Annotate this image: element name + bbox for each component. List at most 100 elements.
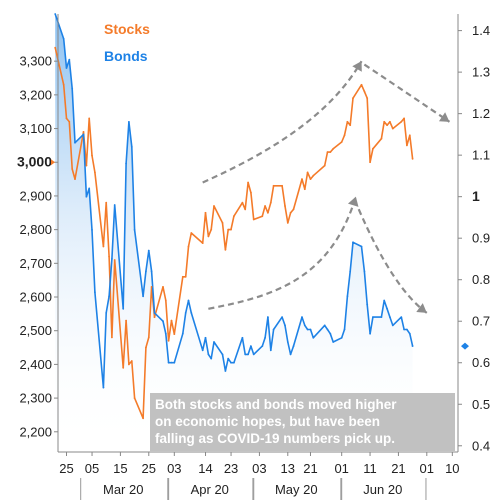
stocks-point [82, 131, 85, 133]
stocks-point [85, 164, 88, 167]
stocks-point [306, 171, 309, 174]
stocks-point [329, 151, 332, 154]
bonds-point [306, 328, 309, 331]
bonds-point [142, 295, 145, 298]
bonds-point [91, 229, 93, 231]
right-tick-label: 0.9 [472, 231, 490, 246]
bonds-point [366, 303, 369, 306]
bonds-point [343, 328, 346, 331]
stocks-point [289, 211, 292, 214]
stocks-point [408, 134, 411, 137]
annotation-line-3: falling as COVID-19 numbers pick up. [155, 431, 395, 446]
bonds-point [221, 353, 224, 356]
left-tick-label: 2,600 [19, 290, 52, 305]
bonds-point [241, 336, 244, 339]
stocks-point [286, 222, 289, 224]
bonds-point [190, 312, 193, 314]
bonds-point [329, 332, 332, 335]
legend-bonds: Bonds [104, 48, 148, 64]
x-tick-label: 03 [252, 461, 266, 476]
bonds-point [111, 258, 113, 260]
x-tick-label: 21 [391, 461, 405, 476]
bonds-point [380, 316, 383, 318]
bonds-point [127, 121, 130, 123]
stocks-point [167, 339, 170, 342]
stocks-point [301, 178, 303, 181]
stocks-marker-icon [51, 159, 55, 166]
stocks-point [201, 242, 204, 245]
stocks-point [184, 275, 187, 278]
x-tick-label: 01 [420, 461, 434, 476]
stocks-point [326, 151, 329, 154]
left-tick-label: 2,400 [19, 357, 52, 372]
bonds-point [389, 316, 391, 318]
bonds-point [94, 291, 96, 294]
arrowhead-icon [416, 303, 427, 313]
x-tick-label: 11 [363, 461, 377, 476]
bonds-point [346, 295, 349, 298]
x-tick-label: 01 [334, 461, 348, 476]
bonds-point [292, 345, 295, 347]
stocks-point [332, 147, 335, 150]
bonds-point [281, 316, 283, 318]
stocks-point [105, 201, 108, 204]
bonds-point [230, 361, 232, 364]
bonds-point [167, 361, 170, 364]
stocks-point [230, 228, 232, 231]
right-tick-label: 0.7 [472, 314, 490, 329]
stocks-point [187, 245, 190, 248]
stocks-point [54, 46, 57, 49]
bonds-point [153, 312, 156, 314]
bonds-point [88, 187, 91, 190]
bonds-point [269, 349, 272, 352]
bonds-point [130, 146, 133, 148]
bonds-point [408, 332, 411, 335]
x-tick-label: 25 [59, 461, 73, 476]
bonds-point [204, 336, 207, 339]
right-tick-label: 1.4 [472, 23, 490, 38]
bonds-point [383, 299, 386, 302]
stocks-point [380, 137, 383, 140]
legend-stocks: Stocks [104, 21, 150, 37]
bonds-point [82, 133, 85, 136]
bonds-point [403, 328, 405, 331]
stocks-point [346, 120, 349, 123]
stocks-point [153, 316, 156, 319]
stocks-point [62, 83, 65, 86]
bonds-point [62, 38, 65, 40]
bonds-point [113, 204, 116, 206]
stocks-point [111, 336, 113, 339]
stocks-point [309, 178, 312, 181]
stocks-point [221, 222, 224, 224]
stocks-point [147, 336, 150, 339]
bonds-point [391, 324, 394, 327]
annotation-line-2: on economic hopes, but have been [155, 414, 380, 429]
bonds-point [54, 13, 57, 15]
stocks-point [210, 228, 213, 231]
arrowhead-icon [347, 196, 359, 207]
bonds-point [360, 245, 363, 248]
trend-arrow [208, 196, 357, 310]
bonds-marker-icon [461, 342, 469, 350]
stocks-point [269, 201, 272, 204]
stocks-point [281, 184, 283, 187]
stocks-point [389, 120, 391, 123]
trend-arrow [202, 60, 363, 184]
stocks-point [88, 117, 91, 120]
stocks-point [122, 366, 125, 369]
right-tick-label: 0.4 [472, 438, 490, 453]
stocks-point [400, 120, 403, 123]
stocks-point [366, 97, 369, 100]
stocks-point [244, 208, 247, 211]
bonds-point [312, 336, 315, 339]
bonds-point [326, 328, 329, 331]
stocks-point [252, 218, 255, 221]
stocks-point [267, 211, 269, 214]
bonds-point [411, 345, 414, 347]
stocks-point [142, 417, 145, 420]
stocks-point [372, 147, 374, 150]
data-points [54, 13, 414, 420]
right-tick-label: 0.6 [472, 355, 490, 370]
stocks-point [250, 191, 252, 194]
